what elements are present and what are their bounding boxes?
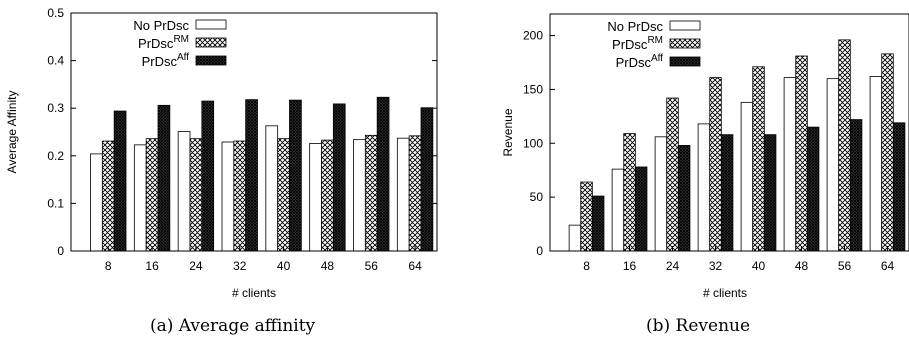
bar-1-0-2 — [654, 136, 668, 252]
bar-1-1-4 — [752, 66, 765, 252]
x-tick-label: 40 — [752, 259, 766, 273]
x-tick-label: 16 — [145, 259, 159, 273]
legend-label: No PrDsc — [133, 18, 189, 33]
bar-0-2-0 — [113, 110, 127, 252]
bar-1-2-6 — [849, 119, 863, 252]
bar-0-2-6 — [376, 96, 390, 252]
bar-1-0-6 — [826, 78, 840, 252]
bar-0-0-1 — [133, 144, 147, 252]
bar-0-0-6 — [353, 139, 366, 252]
x-axis-label: # clients — [703, 286, 747, 300]
bar-1-2-4 — [763, 134, 777, 252]
bar-1-2-0 — [591, 195, 605, 252]
y-tick-label: 0 — [57, 244, 64, 258]
bar-1-2-3 — [720, 134, 734, 252]
legend-swatch — [669, 20, 701, 31]
bar-1-2-7 — [892, 122, 906, 252]
bar-1-2-1 — [634, 166, 648, 252]
plot-frame — [70, 12, 438, 252]
bar-0-0-7 — [396, 137, 410, 252]
bar-1-2-5 — [806, 126, 820, 252]
bar-1-2-2 — [677, 145, 691, 252]
bar-1-0-1 — [611, 168, 625, 252]
bar-0-0-5 — [309, 143, 322, 252]
bar-0-1-5 — [321, 139, 334, 252]
x-axis-label: # clients — [232, 286, 276, 300]
bar-0-2-2 — [201, 100, 215, 252]
bar-1-0-0 — [568, 224, 582, 252]
x-tick-label: 48 — [321, 259, 335, 273]
x-tick-label: 64 — [408, 259, 422, 273]
legend-swatch — [195, 37, 227, 48]
bar-0-0-4 — [265, 125, 279, 252]
legend-swatch — [195, 19, 227, 30]
x-tick-label: 8 — [105, 259, 112, 273]
bar-1-1-2 — [666, 97, 679, 252]
y-tick-label: 0.3 — [47, 101, 64, 115]
bar-0-1-6 — [364, 134, 378, 252]
x-tick-label: 48 — [795, 259, 809, 273]
y-tick-label: 0.4 — [47, 54, 64, 68]
x-tick-label: 32 — [709, 259, 723, 273]
x-tick-label: 16 — [623, 259, 637, 273]
y-tick-label: 0 — [536, 244, 543, 258]
y-tick-label: 0.1 — [47, 196, 64, 210]
bar-1-1-3 — [709, 77, 722, 252]
y-tick-label: 0.5 — [47, 6, 64, 20]
x-tick-label: 40 — [277, 259, 291, 273]
bar-0-1-0 — [101, 140, 115, 252]
legend-label: PrDscAff — [616, 53, 664, 70]
x-tick-label: 32 — [233, 259, 247, 273]
bar-0-0-3 — [221, 141, 235, 252]
plot-frame — [549, 13, 909, 252]
bar-1-0-3 — [697, 123, 711, 252]
y-tick-label: 100 — [523, 136, 543, 150]
x-tick-label: 24 — [666, 259, 680, 273]
x-tick-label: 64 — [881, 259, 895, 273]
bar-0-2-3 — [245, 99, 258, 252]
bar-1-1-0 — [580, 181, 593, 252]
y-axis-label: Average Affinity — [5, 91, 19, 174]
y-tick-label: 50 — [530, 190, 544, 204]
legend-swatch — [669, 56, 701, 67]
x-tick-label: 56 — [365, 259, 379, 273]
legend-swatch — [195, 55, 227, 66]
bar-1-1-5 — [795, 55, 808, 252]
bar-0-1-7 — [408, 135, 422, 252]
bar-1-1-7 — [881, 53, 894, 252]
x-tick-label: 56 — [838, 259, 852, 273]
chart-0: 0 0.1 0.2 0.3 0.4 0.5 8 16 24 32 40 48 56 64 # clients… — [5, 6, 438, 336]
bar-0-2-4 — [289, 99, 302, 252]
bar-0-2-7 — [420, 107, 434, 252]
bar-1-1-6 — [838, 39, 851, 252]
bar-0-0-2 — [177, 131, 191, 252]
legend-swatch — [669, 38, 701, 49]
legend-label: PrDscAff — [142, 52, 190, 69]
x-tick-label: 24 — [189, 259, 203, 273]
bar-0-1-4 — [277, 138, 290, 252]
bar-0-1-3 — [233, 140, 247, 252]
y-tick-label: 200 — [523, 29, 543, 43]
bar-0-0-0 — [90, 153, 103, 252]
subfigure-caption: (a) Average affinity — [150, 316, 316, 336]
bar-1-0-7 — [869, 76, 883, 252]
bar-0-1-1 — [145, 138, 159, 252]
x-tick-label: 8 — [583, 259, 590, 273]
bar-1-1-1 — [623, 133, 636, 252]
bar-1-0-4 — [740, 101, 754, 252]
bar-0-2-1 — [157, 104, 171, 252]
chart-1: 0 50 100 150 200 8 16 24 32 40 48 56 64 # clients Reve… — [501, 13, 909, 336]
bar-0-2-5 — [332, 103, 346, 252]
y-tick-label: 0.2 — [47, 149, 64, 163]
legend-label: PrDscRM — [138, 34, 189, 51]
y-tick-label: 150 — [523, 82, 543, 96]
bar-1-0-5 — [783, 77, 797, 252]
legend-label: PrDscRM — [612, 35, 663, 52]
y-axis-label: Revenue — [501, 108, 515, 156]
subfigure-caption: (b) Revenue — [646, 316, 750, 336]
bar-0-1-2 — [189, 138, 203, 252]
legend-label: No PrDsc — [607, 19, 663, 34]
